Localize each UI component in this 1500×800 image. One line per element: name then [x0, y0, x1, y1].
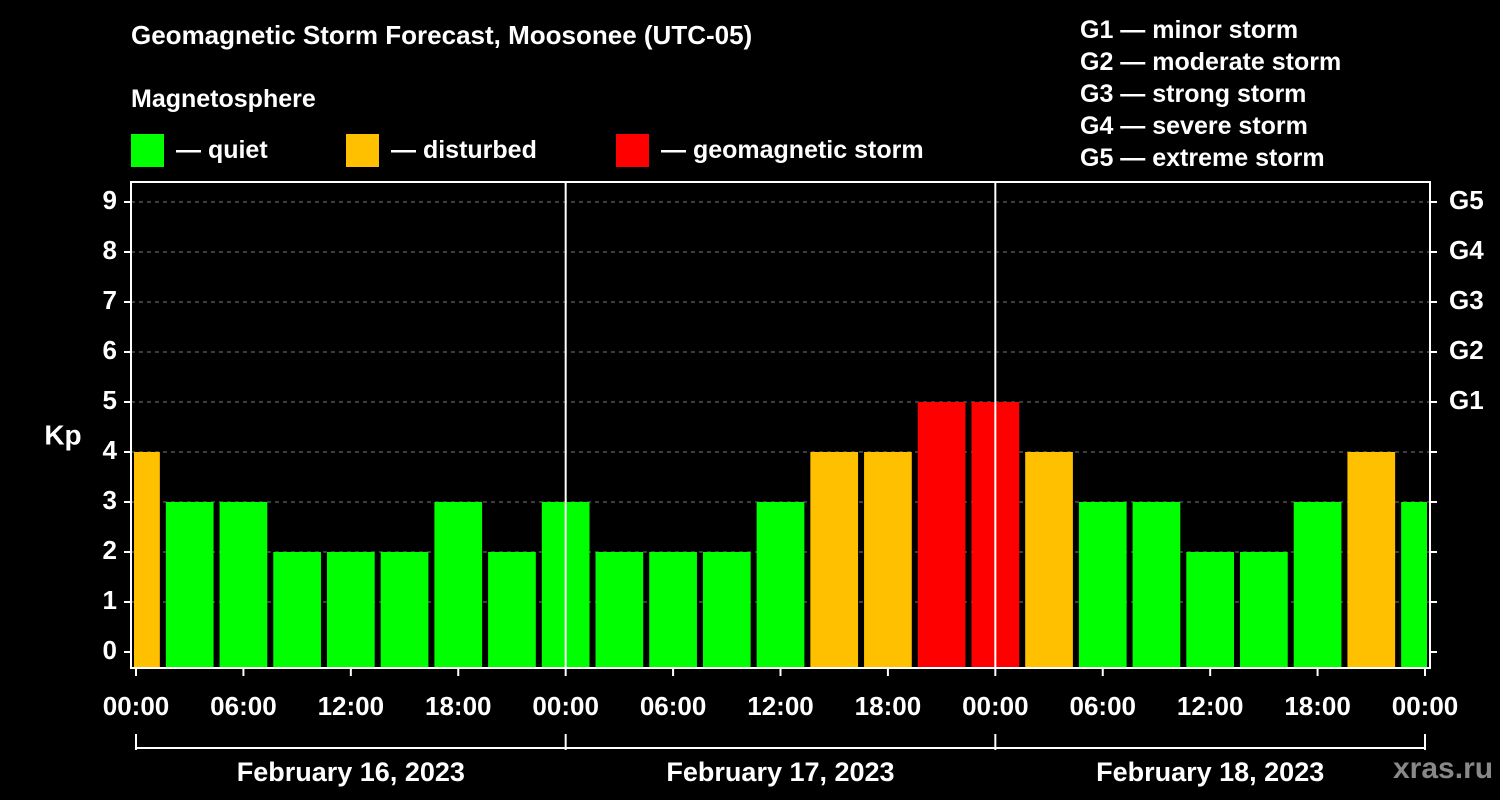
storm-level-g4: G4 — severe storm	[1080, 112, 1308, 140]
y-tick-label: 0	[103, 635, 117, 665]
kp-bar	[326, 552, 375, 668]
g-level-label: G2	[1449, 335, 1484, 365]
x-tick-label: 00:00	[962, 691, 1029, 721]
x-tick-label: 12:00	[747, 691, 814, 721]
x-tick-label: 06:00	[210, 691, 277, 721]
g-level-label: G3	[1449, 285, 1484, 315]
kp-bar	[1347, 452, 1396, 668]
kp-bar	[1401, 502, 1427, 668]
kp-bar	[219, 502, 268, 668]
x-tick-label: 18:00	[1284, 691, 1351, 721]
kp-bar	[165, 502, 214, 668]
legend-item-quiet: — quiet	[131, 133, 268, 167]
legend-item-disturbed: — disturbed	[346, 133, 537, 167]
kp-bar	[134, 452, 160, 668]
legend-swatch-quiet	[131, 133, 164, 167]
kp-bar	[756, 502, 805, 668]
kp-bar	[1025, 452, 1073, 668]
storm-level-g3: G3 — strong storm	[1080, 80, 1307, 108]
x-tick-label: 12:00	[1177, 691, 1244, 721]
y-tick-label: 8	[103, 235, 117, 265]
legend-label-disturbed: — disturbed	[391, 135, 537, 164]
y-tick-label: 3	[103, 485, 117, 515]
x-tick-label: 00:00	[532, 691, 599, 721]
kp-bar	[1186, 552, 1235, 668]
watermark: xras.ru	[1393, 752, 1494, 785]
kp-bar	[595, 552, 644, 668]
y-axis-label: Kp	[44, 419, 81, 450]
kp-bar	[1240, 552, 1288, 668]
x-tick-label: 18:00	[425, 691, 492, 721]
x-tick-label: 00:00	[1392, 691, 1459, 721]
y-tick-label: 2	[103, 535, 117, 565]
x-tick-label: 12:00	[318, 691, 385, 721]
day-label: February 18, 2023	[1096, 757, 1324, 787]
kp-bar	[1132, 502, 1181, 668]
x-tick-label: 00:00	[103, 691, 170, 721]
g-level-label: G1	[1449, 385, 1484, 415]
chart-title: Geomagnetic Storm Forecast, Moosonee (UT…	[131, 20, 753, 50]
legend-swatch-storm	[616, 133, 649, 167]
kp-bar	[273, 552, 321, 668]
storm-level-g5: G5 — extreme storm	[1080, 144, 1325, 172]
g-level-label: G4	[1449, 235, 1484, 265]
g-level-label: G5	[1449, 185, 1484, 215]
day-label: February 16, 2023	[237, 757, 465, 787]
x-tick-label: 06:00	[640, 691, 707, 721]
storm-level-g1: G1 — minor storm	[1080, 16, 1299, 44]
y-tick-label: 7	[103, 285, 117, 315]
legend-label-storm: — geomagnetic storm	[661, 135, 924, 164]
x-tick-label: 06:00	[1070, 691, 1137, 721]
y-tick-label: 9	[103, 185, 117, 215]
y-tick-label: 1	[103, 585, 117, 615]
legend-swatch-disturbed	[346, 133, 379, 167]
y-tick-label: 5	[103, 385, 117, 415]
y-tick-label: 6	[103, 335, 117, 365]
kp-bar	[380, 552, 429, 668]
storm-level-g2: G2 — moderate storm	[1080, 48, 1342, 76]
kp-bar	[864, 452, 912, 668]
kp-bar	[810, 452, 859, 668]
legend-label-quiet: — quiet	[176, 135, 268, 164]
day-label: February 17, 2023	[666, 757, 894, 787]
y-tick-label: 4	[103, 435, 118, 465]
storm-level-legend: G1 — minor storm G2 — moderate storm G3 …	[1080, 14, 1341, 174]
kp-bar	[649, 552, 697, 668]
kp-bar	[702, 552, 751, 668]
kp-bar	[917, 402, 966, 668]
x-tick-label: 18:00	[855, 691, 922, 721]
kp-bar	[1293, 502, 1342, 668]
kp-bar	[434, 502, 483, 668]
kp-bar	[1078, 502, 1127, 668]
kp-bar	[488, 552, 536, 668]
legend-heading: Magnetosphere	[131, 85, 316, 113]
legend-item-storm: — geomagnetic storm	[616, 133, 924, 167]
